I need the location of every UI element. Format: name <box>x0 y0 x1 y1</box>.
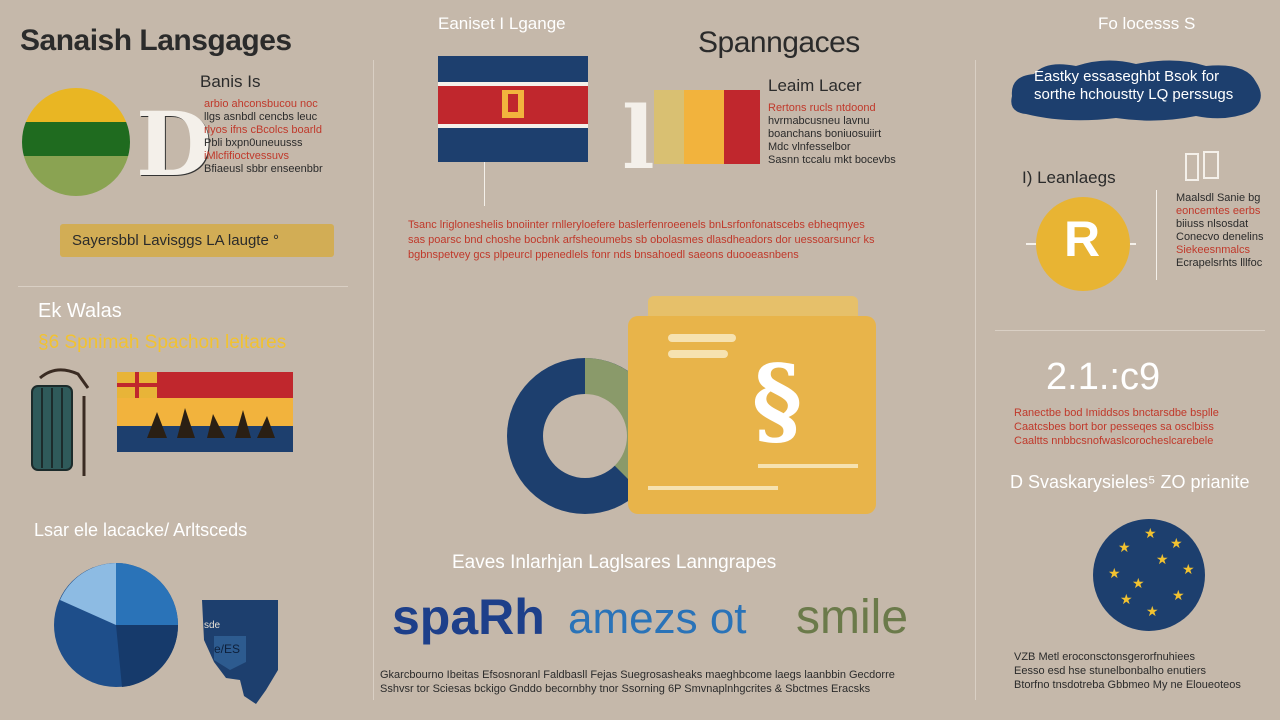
middle-footer: Gkarcbourno Ibeitas Efsosnoranl Faldbasl… <box>380 669 895 695</box>
svg-text:★: ★ <box>1120 592 1133 608</box>
cloud-text: Eastky essaseghbt Bsok for sorthe hchous… <box>1034 68 1234 103</box>
column-divider-middle <box>975 60 976 700</box>
big-word-1: spaRh <box>392 589 545 645</box>
learn-paragraph: Rertons rucls ntdoond hvrmabcusneu lavnu… <box>768 102 896 166</box>
section2-subheading: §6 Spnimah Spachon leltares <box>38 332 287 353</box>
cup-icon <box>1182 150 1222 184</box>
svg-text:★: ★ <box>1108 566 1121 582</box>
donut-graphic <box>505 356 665 516</box>
folder-icon <box>628 294 878 516</box>
yellow-label-chip: Sayersbbl Lavisggs LA laugte ° <box>60 224 334 257</box>
svg-text:★: ★ <box>1182 562 1195 578</box>
folder-symbol: § <box>752 344 803 457</box>
color-block-graphic <box>654 90 760 164</box>
svg-text:★: ★ <box>1170 536 1183 552</box>
page-title: Sanaish Lansgages <box>20 24 292 57</box>
right-stat-heading: D Svaskarysieles⁵ ZO prianite <box>1010 472 1250 492</box>
right-paragraph-1: Maalsdl Sanie bg eoncemtes eerbs biiuss … <box>1176 192 1264 269</box>
learn-label: Leaim Lacer <box>768 76 862 95</box>
year-display: 2.1.:c9 <box>1046 356 1161 398</box>
pie-graphic <box>52 560 180 690</box>
left-sub-heading: Banis Is <box>200 72 261 91</box>
svg-text:★: ★ <box>1156 552 1169 568</box>
eu-stars-icon: ★ ★ ★ ★ ★ ★ ★ ★ ★ ★ <box>1092 518 1206 632</box>
svg-text:★: ★ <box>1144 526 1157 542</box>
luggage-icon <box>26 366 92 484</box>
ornament-glyph: l <box>622 88 655 189</box>
big-word-3: smile <box>796 591 909 644</box>
middle-bottom-heading: Eaves Inlarhjan Laglsares Lanngrapes <box>452 552 777 573</box>
cloud-banner <box>1006 56 1268 126</box>
middle-top-label: Eaniset I Lgange <box>438 14 566 33</box>
svg-text:★: ★ <box>1146 604 1159 620</box>
svg-text:★: ★ <box>1132 576 1145 592</box>
right-top-label: Fo locesss S <box>1098 14 1196 33</box>
big-word-2: amezs ot <box>568 594 747 643</box>
map-graphic <box>200 600 280 704</box>
svg-text:★: ★ <box>1118 540 1131 556</box>
left-paragraph: arbio ahconsbucou noc llgs asnbdl cencbs… <box>204 98 323 175</box>
right-footer: VZB Metl eroconsctonsgerorfnuhiees Eesso… <box>1014 651 1241 691</box>
divider-left-1 <box>18 286 348 287</box>
map-label-1: sde <box>204 620 221 631</box>
coin-symbol: R <box>1064 211 1101 267</box>
svg-text:★: ★ <box>1172 588 1185 604</box>
section3-heading: Lsar ele lacacke/ Arltsceds <box>34 520 248 540</box>
divider-right-1 <box>995 330 1265 331</box>
coin-icon <box>1026 196 1136 292</box>
flag-pole <box>484 162 485 206</box>
flag-image <box>438 56 588 162</box>
flag-circle-icon <box>20 88 132 196</box>
right-vertical-line <box>1156 190 1157 280</box>
right-paragraph-2: Ranectbe bod Imiddsos bnctarsdbe bsplle … <box>1014 407 1219 447</box>
column-divider-left <box>373 60 374 700</box>
right-learn-heading: I) Leanlaegs <box>1022 168 1116 187</box>
decorative-logo-glyph: D <box>136 92 213 196</box>
flag-banner-image <box>117 372 293 452</box>
section2-heading: Ek Walas <box>38 300 122 322</box>
map-label-2: e/ES <box>214 642 241 656</box>
middle-red-paragraph: Tsanc lrigloneshelis bnoiinter rnllerylo… <box>408 219 875 261</box>
middle-title: Spanngaces <box>698 26 860 59</box>
